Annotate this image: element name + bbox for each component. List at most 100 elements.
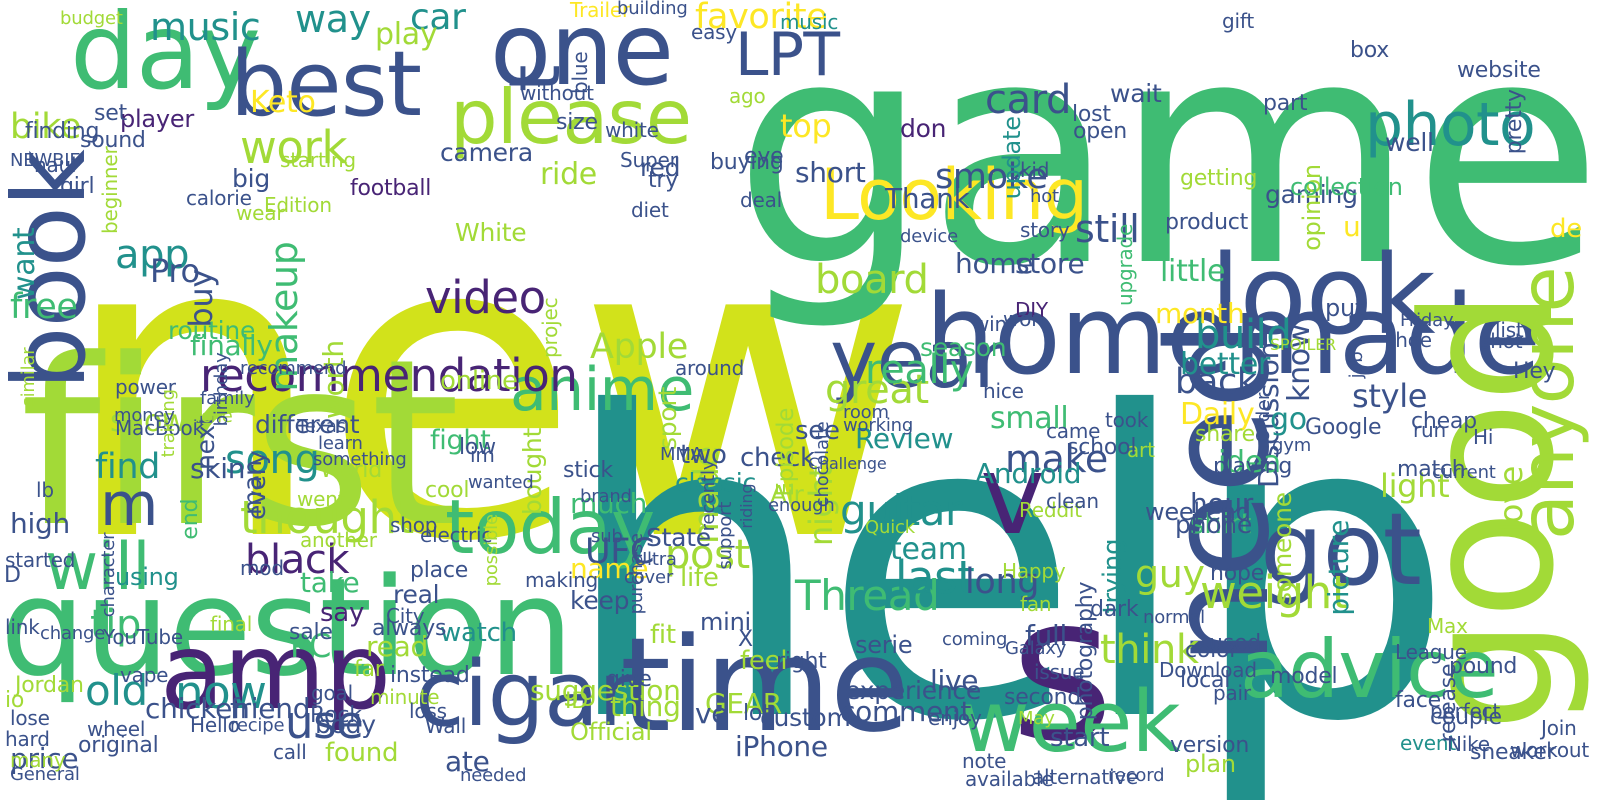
cloud-word: part — [1263, 91, 1308, 116]
cloud-word: keep — [570, 586, 630, 615]
cloud-word: money — [114, 405, 175, 426]
cloud-word: family — [200, 388, 255, 409]
cloud-word: Pro — [150, 252, 200, 290]
cloud-word: sub — [591, 526, 623, 547]
cloud-word: one — [490, 0, 674, 108]
cloud-word: Thank — [885, 182, 970, 215]
cloud-word: cigar — [415, 642, 635, 747]
cloud-word: Jordan — [15, 673, 84, 698]
cloud-word: cool — [425, 478, 470, 503]
cloud-word: color — [1185, 638, 1239, 663]
cloud-word: Wall — [425, 714, 467, 738]
cloud-word: gaming — [1265, 180, 1358, 209]
cloud-word: budget — [60, 8, 123, 29]
cloud-word: io — [5, 688, 25, 713]
cloud-word: power — [115, 375, 176, 399]
cloud-word: workout — [1510, 738, 1590, 762]
cloud-word: shoe — [1385, 328, 1432, 352]
cloud-word: Edition — [264, 193, 332, 217]
cloud-word: take — [300, 566, 360, 599]
cloud-word: much — [570, 487, 648, 520]
cloud-word: issue — [1034, 660, 1085, 684]
cloud-word: Trailer — [570, 0, 630, 22]
cloud-word: getting — [1180, 166, 1258, 191]
cloud-word: look — [1210, 231, 1436, 359]
cloud-word: play — [375, 17, 438, 52]
cloud-word: worth — [317, 340, 350, 419]
cloud-word: high — [10, 507, 70, 540]
cloud-word: today — [445, 483, 655, 571]
cloud-word: low — [459, 435, 496, 460]
cloud-word: smoke — [935, 157, 1048, 197]
cloud-word: home — [955, 247, 1034, 280]
cloud-word: gift — [1222, 9, 1254, 33]
cloud-word: video — [425, 271, 546, 324]
cloud-word: White — [455, 218, 527, 247]
cloud-word: cover — [624, 567, 674, 588]
cloud-word: recommendation — [200, 349, 578, 402]
cloud-word: month — [1155, 297, 1245, 330]
cloud-word: Looking — [820, 154, 1088, 236]
cloud-word: League — [1395, 640, 1467, 664]
cloud-word: song — [225, 437, 320, 483]
cloud-word: top — [780, 107, 832, 145]
cloud-word: perfect — [1430, 699, 1501, 723]
cloud-word: online — [440, 366, 518, 396]
cloud-word: fight — [430, 425, 491, 456]
cloud-word: girl — [60, 174, 95, 199]
cloud-word: use — [285, 696, 364, 749]
cloud-word: wear — [236, 201, 285, 225]
cloud-word: building — [617, 0, 688, 19]
cloud-word: question — [0, 549, 574, 706]
cloud-word: needed — [460, 765, 527, 786]
cloud-word: try — [648, 168, 679, 193]
cloud-word: Apple — [590, 327, 688, 367]
cloud-word: really — [865, 347, 974, 393]
cloud-word: photography — [1073, 581, 1098, 721]
cloud-word: ate — [445, 745, 490, 778]
cloud-word: put — [1325, 294, 1365, 322]
cloud-word: mod — [240, 556, 284, 580]
cloud-word: shot — [1480, 329, 1523, 353]
cloud-word: life — [680, 563, 719, 593]
cloud-word: hope — [1210, 561, 1265, 586]
cloud-word: without — [520, 81, 594, 105]
cloud-word: far — [354, 657, 384, 682]
cloud-word: enjoy — [928, 706, 982, 730]
cloud-word: old — [85, 666, 148, 715]
cloud-word: free — [10, 287, 78, 327]
cloud-word: upgrade — [1113, 223, 1137, 306]
cloud-word: used — [1209, 631, 1262, 656]
cloud-word: job — [1346, 351, 1367, 379]
cloud-word: story — [1020, 218, 1070, 242]
cloud-word: cheap — [1411, 409, 1477, 434]
cloud-word: im — [470, 443, 495, 467]
cloud-word: many — [10, 748, 66, 772]
cloud-word: change — [40, 623, 106, 644]
cloud-word: different — [255, 410, 360, 439]
cloud-word: beginner — [98, 146, 122, 234]
cloud-word: making — [525, 568, 599, 592]
cloud-word: Download — [1159, 658, 1257, 682]
cloud-word: small — [990, 401, 1069, 436]
cloud-word: Galaxy — [1005, 638, 1067, 659]
cloud-word: weekend — [1145, 498, 1251, 526]
cloud-word: live — [930, 664, 979, 697]
cloud-word: took — [1105, 408, 1149, 432]
cloud-word: new — [60, 145, 920, 634]
cloud-word: style — [1352, 377, 1428, 415]
cloud-word: experience — [845, 676, 982, 705]
cloud-word: team — [890, 532, 967, 567]
cloud-word: brand — [580, 486, 632, 507]
cloud-word: comment — [840, 695, 972, 728]
cloud-word: Review — [855, 422, 954, 455]
cloud-word: model — [1270, 664, 1338, 689]
cloud-word: final — [210, 612, 253, 636]
cloud-word: got — [1260, 491, 1422, 608]
cloud-word: link — [5, 615, 40, 639]
cloud-word: hard — [5, 727, 50, 751]
cloud-word: website — [1457, 58, 1541, 83]
cloud-word: app — [115, 232, 190, 278]
cloud-word: show — [110, 404, 187, 439]
cloud-word: make — [1005, 437, 1108, 481]
